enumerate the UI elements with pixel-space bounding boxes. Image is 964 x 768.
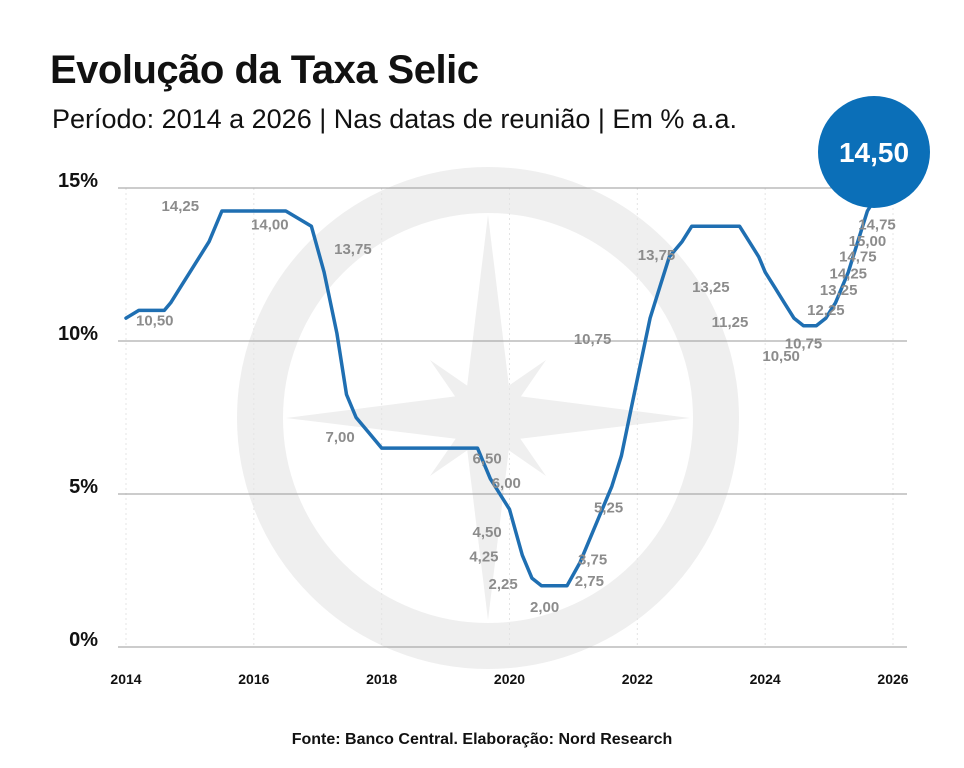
data-label: 6,00: [492, 475, 521, 492]
data-label: 3,75: [578, 551, 607, 568]
data-label: 2,00: [530, 599, 559, 616]
x-tick-label: 2018: [366, 671, 397, 687]
data-label: 14,75: [858, 216, 896, 233]
y-tick-label: 15%: [58, 170, 98, 192]
data-label: 10,50: [762, 348, 800, 365]
x-tick-label: 2022: [622, 671, 653, 687]
data-label: 7,00: [326, 429, 355, 446]
badge-value: 14,50: [839, 137, 909, 168]
data-label: 6,50: [473, 450, 502, 467]
y-axis-ticks: 0% 5% 10% 15%: [58, 170, 98, 651]
x-tick-label: 2014: [110, 671, 141, 687]
data-label: 4,50: [473, 524, 502, 541]
data-label: 13,75: [638, 247, 676, 264]
badge-circle: [818, 96, 930, 208]
data-label: 10,75: [785, 336, 823, 353]
selic-series-line: [124, 186, 886, 588]
data-label: 14,25: [829, 265, 867, 282]
watermark-ring: [237, 167, 739, 669]
x-axis-ticks: 2014 2016 2018 2020 2022 2024 2026: [110, 671, 908, 687]
x-tick-label: 2026: [877, 671, 908, 687]
y-tick-label: 10%: [58, 323, 98, 345]
data-label: 13,25: [692, 279, 730, 296]
chart-subtitle: Período: 2014 a 2026 | Nas datas de reun…: [52, 104, 737, 134]
data-label: 14,25: [162, 198, 200, 215]
data-label: 10,50: [136, 313, 174, 330]
chart-source: Fonte: Banco Central. Elaboração: Nord R…: [291, 731, 673, 748]
data-label: 11,25: [712, 314, 749, 331]
data-label: 5,25: [594, 499, 623, 516]
data-label: 12,25: [807, 302, 845, 319]
data-label: 10,75: [574, 331, 612, 348]
data-label: 14,00: [251, 216, 289, 233]
data-label: 13,75: [334, 241, 372, 258]
data-label: 13,25: [820, 282, 858, 299]
y-tick-label: 5%: [69, 476, 98, 498]
data-label: 14,75: [839, 248, 877, 265]
data-label: 4,25: [469, 548, 498, 565]
x-tick-label: 2024: [750, 671, 781, 687]
x-tick-label: 2020: [494, 671, 525, 687]
data-label: 2,75: [575, 573, 604, 590]
chart-title: Evolução da Taxa Selic: [50, 48, 479, 92]
y-tick-label: 0%: [69, 629, 98, 651]
data-label: 15,00: [849, 233, 887, 250]
data-labels: 10,50 14,25 14,00 13,75 7,00 6,50 6,00 4,50 4,25…: [136, 198, 896, 616]
current-rate-badge: 14,50: [818, 96, 930, 208]
chart-series: [124, 186, 886, 588]
chart-gridlines: [118, 187, 907, 648]
data-label: 2,25: [489, 576, 518, 593]
x-tick-label: 2016: [238, 671, 269, 687]
